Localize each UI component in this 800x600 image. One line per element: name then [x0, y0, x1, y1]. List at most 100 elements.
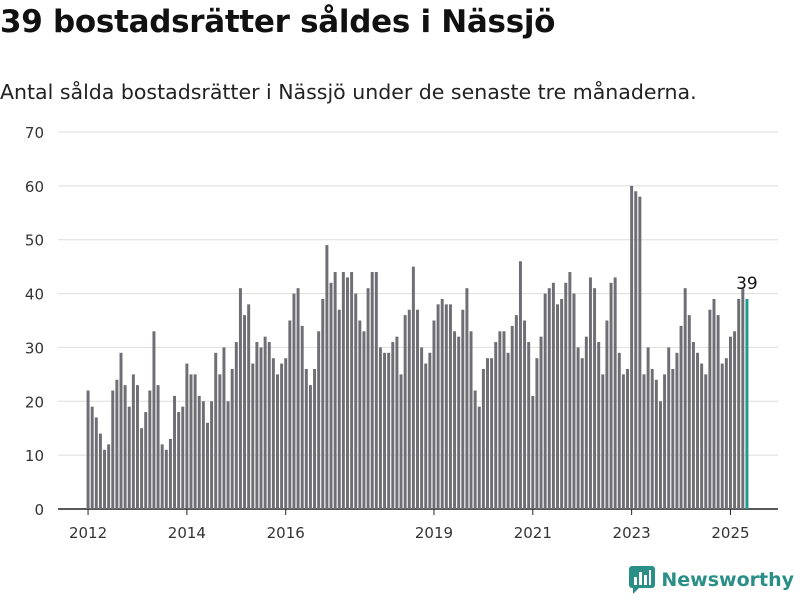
- y-tick-label: 10: [25, 447, 44, 465]
- bar: [473, 390, 477, 509]
- bar: [465, 288, 469, 509]
- bar: [593, 288, 597, 509]
- bar: [712, 298, 716, 509]
- bar: [605, 320, 609, 509]
- bar: [638, 196, 642, 509]
- bar: [238, 288, 242, 509]
- bar: [378, 347, 382, 509]
- bar: [123, 385, 127, 509]
- bar: [720, 363, 724, 509]
- bar: [568, 272, 572, 509]
- bar: [284, 358, 288, 509]
- bar: [107, 444, 111, 509]
- bar: [243, 315, 247, 509]
- y-axis-ticks: 0 10 20 30 40 50 60 70: [25, 124, 44, 519]
- bar: [144, 412, 148, 509]
- bar: [486, 358, 489, 509]
- bar: [383, 352, 387, 509]
- bar: [667, 347, 671, 509]
- bar: [185, 363, 189, 509]
- bar: [156, 385, 160, 509]
- bar: [255, 342, 259, 509]
- chart-subtitle: Antal sålda bostadsrätter i Nässjö under…: [0, 80, 697, 104]
- bar: [506, 352, 510, 509]
- brand-logo: Newsworthy: [629, 566, 794, 594]
- bar: [140, 428, 144, 509]
- bar: [164, 449, 168, 509]
- bar: [572, 293, 576, 509]
- bar: [675, 352, 679, 509]
- bar: [292, 293, 296, 509]
- bar: [234, 342, 238, 509]
- bar: [551, 282, 555, 509]
- bar: [160, 444, 164, 509]
- bar: [428, 352, 432, 509]
- x-tick-label: 2025: [711, 524, 749, 542]
- bar: [205, 422, 209, 509]
- bar: [502, 331, 506, 509]
- bar: [395, 336, 399, 509]
- bar: [135, 385, 139, 509]
- bars: [86, 185, 749, 509]
- bar: [588, 277, 592, 509]
- bar: [168, 438, 172, 509]
- bar: [560, 298, 564, 509]
- bar: [469, 331, 473, 509]
- bar: [296, 288, 300, 509]
- bar: [444, 304, 448, 509]
- bar: [658, 401, 662, 509]
- bar: [131, 374, 135, 509]
- bar: [181, 406, 185, 509]
- bar: [193, 374, 197, 509]
- bar: [432, 320, 436, 509]
- y-tick-label: 40: [25, 286, 44, 304]
- x-tick-label: 2023: [613, 524, 651, 542]
- bar: [341, 272, 345, 509]
- bar: [218, 374, 222, 509]
- bar: [354, 293, 358, 509]
- highlight-data-label: 39: [736, 274, 758, 294]
- bar: [556, 304, 559, 509]
- bar: [597, 342, 601, 509]
- bar: [111, 390, 115, 509]
- bar: [477, 406, 481, 509]
- bar: [626, 368, 630, 509]
- bar: [650, 368, 654, 509]
- bar: [251, 363, 255, 509]
- bar: [94, 417, 98, 509]
- page-title: 39 bostadsrätter såldes i Nässjö: [0, 4, 556, 40]
- bar: [704, 374, 708, 509]
- bar: [333, 272, 337, 509]
- bar: [671, 368, 675, 509]
- bar: [317, 331, 321, 509]
- x-tick-label: 2021: [514, 524, 552, 542]
- bar: [259, 347, 263, 509]
- bar: [679, 325, 683, 509]
- x-tick-label: 2014: [168, 524, 206, 542]
- bar: [708, 309, 712, 509]
- bar: [346, 277, 349, 509]
- bar: [189, 374, 193, 509]
- bar: [263, 336, 267, 509]
- bar-chart-icon: [629, 566, 656, 594]
- x-tick-label: 2019: [415, 524, 453, 542]
- bar: [98, 433, 102, 509]
- bar: [366, 288, 370, 509]
- bar: [119, 352, 123, 509]
- bar: [90, 406, 94, 509]
- bar: [609, 282, 613, 509]
- y-tick-label: 50: [25, 232, 44, 250]
- bar: [457, 336, 461, 509]
- bar: [634, 191, 638, 509]
- bar: [490, 358, 494, 509]
- bar: [152, 331, 156, 509]
- bar: [399, 374, 403, 509]
- bar: [613, 277, 617, 509]
- bar: [642, 374, 646, 509]
- bar: [436, 304, 440, 509]
- y-tick-label: 20: [25, 393, 44, 411]
- bar: [543, 293, 547, 509]
- bar: [691, 342, 695, 509]
- bar: [621, 374, 625, 509]
